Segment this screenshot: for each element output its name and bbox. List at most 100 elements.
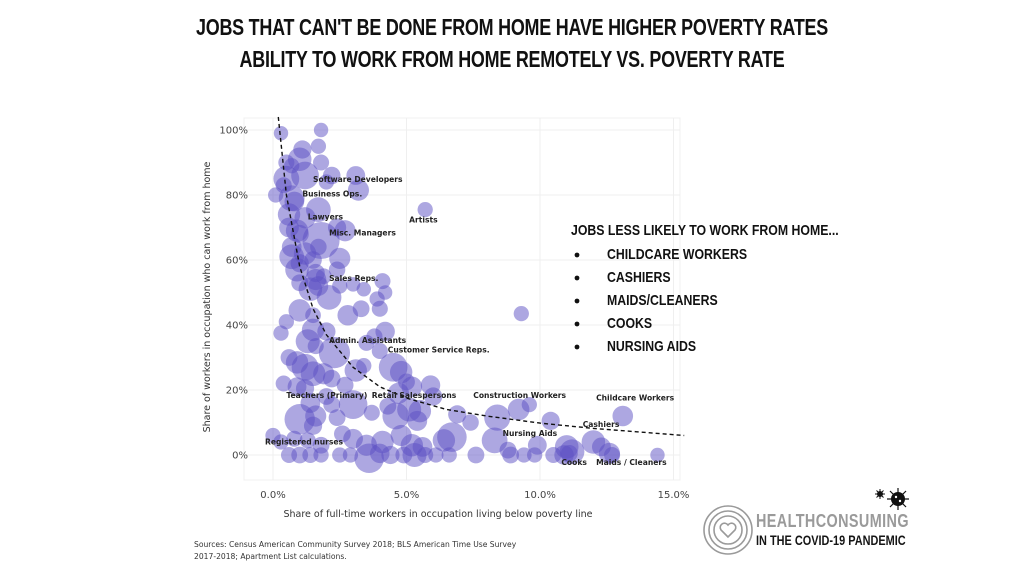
bubble-label: Misc. Managers xyxy=(329,229,396,238)
bullet-icon xyxy=(574,275,580,280)
x-tick-label: 15.0% xyxy=(658,490,690,501)
bubble xyxy=(407,410,428,431)
bubble xyxy=(513,305,529,322)
bubble xyxy=(398,373,415,391)
bubble xyxy=(278,314,294,330)
callout-list: Childcare workers Cashiers Maids/Cleaner… xyxy=(571,243,897,358)
bubble xyxy=(295,379,315,398)
bubble-label: Business Ops. xyxy=(302,190,362,199)
bubble xyxy=(395,446,413,464)
bubble xyxy=(328,261,346,278)
bubble xyxy=(300,393,321,413)
bullet-icon xyxy=(574,252,580,257)
bubble xyxy=(371,342,388,360)
bubble xyxy=(516,447,532,463)
bubble xyxy=(332,447,348,463)
sources-note: Sources: Census American Community Surve… xyxy=(194,540,517,561)
y-tick-label: 0% xyxy=(232,451,248,462)
bubble xyxy=(284,191,305,212)
bubble xyxy=(352,300,370,318)
bubble xyxy=(356,282,371,297)
bubble xyxy=(342,447,359,463)
bubble xyxy=(313,122,329,138)
bubble xyxy=(612,405,634,427)
bubble xyxy=(390,424,412,447)
bubble xyxy=(318,174,335,190)
bubble xyxy=(328,409,346,427)
bubble xyxy=(332,278,348,294)
bubble xyxy=(293,140,312,159)
bubble xyxy=(428,447,444,463)
bullet-icon xyxy=(574,344,580,349)
bubble xyxy=(381,445,400,465)
callout-item: Nursing aids xyxy=(571,335,897,358)
bubble xyxy=(417,201,433,218)
bubble-label: Construction Workers xyxy=(473,391,566,400)
bubble xyxy=(286,430,303,447)
virus-icon xyxy=(875,488,909,510)
bubble xyxy=(347,179,370,201)
bubble xyxy=(448,405,467,424)
bubble xyxy=(377,285,393,300)
bubble xyxy=(338,390,368,419)
bubble xyxy=(323,396,341,414)
bubble xyxy=(280,446,298,464)
bubble-label: Customer Service Reps. xyxy=(388,346,490,355)
bubble-label: Lawyers xyxy=(308,212,344,221)
bubble xyxy=(304,251,322,269)
trendline xyxy=(277,116,685,437)
bubble xyxy=(521,396,537,413)
x-tick-label: 10.0% xyxy=(524,490,556,501)
bubble xyxy=(334,425,351,443)
bubble xyxy=(273,126,289,141)
bubble xyxy=(650,447,665,463)
bubble xyxy=(313,447,329,463)
bubble-label: Cashiers xyxy=(583,420,620,429)
bubble xyxy=(502,446,520,464)
bubble xyxy=(541,411,560,430)
bubble xyxy=(545,446,562,464)
callout-item: Maids/Cleaners xyxy=(571,289,897,312)
bubble xyxy=(318,337,351,369)
bubbles xyxy=(265,122,665,474)
y-tick-label: 60% xyxy=(226,256,248,267)
bubble-label: Teachers (Primary) xyxy=(286,391,367,400)
bubble-label: Artists xyxy=(409,216,438,225)
callout-item: Cashiers xyxy=(571,266,897,289)
logo-tagline: IN THE COVID-19 PANDEMIC xyxy=(756,532,906,548)
callout-box: Jobs less likely to work from home... Ch… xyxy=(571,222,897,358)
bullet-icon xyxy=(574,298,580,303)
bubble-label: Childcare Workers xyxy=(596,393,675,402)
bubble xyxy=(560,444,578,462)
bubble xyxy=(374,273,391,290)
bubble-label: Registered nurses xyxy=(265,437,344,446)
bubble xyxy=(317,322,336,341)
bubble xyxy=(313,154,330,171)
y-tick-label: 20% xyxy=(226,386,248,397)
bubble xyxy=(379,397,397,415)
bubble xyxy=(299,432,316,449)
bubble xyxy=(280,349,298,366)
bubble xyxy=(363,404,380,421)
bubble-labels: Software Developers Business Ops. Lawyers M… xyxy=(265,175,675,467)
bubble xyxy=(273,434,289,450)
bubble xyxy=(527,447,543,463)
bubble xyxy=(294,207,316,229)
x-axis-ticks: 0.0% 5.0% 10.0% 15.0% xyxy=(260,490,689,501)
healthconsuming-logo: HEALTHCONSUMING IN THE COVID-19 PANDEMIC xyxy=(700,486,910,558)
chart-title: Jobs that can't be done from home have h… xyxy=(195,14,829,40)
y-tick-label: 40% xyxy=(226,321,248,332)
bubble xyxy=(432,429,456,452)
bubble xyxy=(302,446,319,464)
callout-heading: Jobs less likely to work from home... xyxy=(571,222,839,239)
bubble xyxy=(275,375,292,392)
heart-rings-icon xyxy=(703,505,753,555)
bubble xyxy=(291,274,309,292)
bubble xyxy=(305,307,321,324)
bubble xyxy=(310,238,327,256)
y-axis-title: Share of workers in occupation who can w… xyxy=(202,161,213,432)
bubble-label: Sales Reps. xyxy=(329,274,378,283)
bubble-label: Software Developers xyxy=(313,175,403,184)
bubble xyxy=(356,357,372,374)
